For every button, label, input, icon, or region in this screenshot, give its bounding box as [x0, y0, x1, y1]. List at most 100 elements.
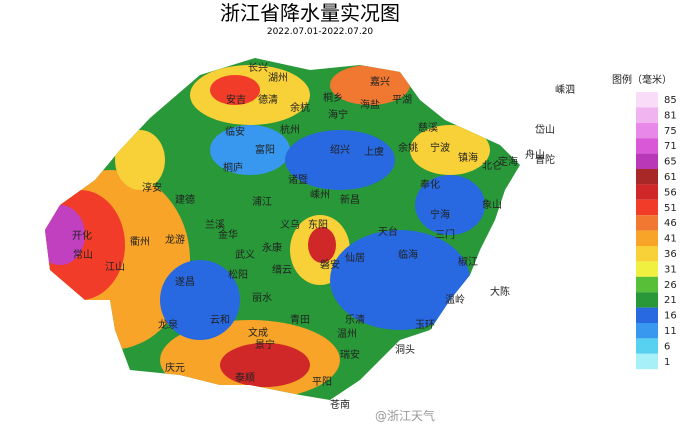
place-label: 衢州 [130, 236, 150, 248]
place-label: 龙游 [165, 233, 185, 246]
place-label: 椒江 [458, 255, 478, 268]
place-label: 镇海 [458, 151, 478, 164]
place-label: 临安 [225, 125, 245, 138]
place-label: 瑞安 [340, 348, 360, 361]
legend-label: 46 [664, 218, 677, 229]
legend-label: 61 [664, 172, 677, 183]
place-label: 淳安 [142, 181, 162, 194]
place-label: 建德 [175, 193, 195, 206]
place-label: 岱山 [535, 123, 555, 136]
place-label: 诸暨 [288, 174, 308, 186]
place-label: 临海 [398, 248, 418, 261]
place-label: 桐庐 [223, 161, 243, 174]
place-label: 舟山 [525, 148, 545, 161]
legend-label: 6 [664, 341, 670, 352]
legend-swatch [636, 246, 658, 262]
legend-swatch [636, 138, 658, 154]
legend-label: 41 [664, 234, 677, 245]
legend-label: 75 [664, 126, 677, 137]
place-label: 缙云 [272, 263, 292, 276]
legend-title: 图例（毫米） [612, 73, 672, 86]
legend-swatch [636, 199, 658, 216]
legend-swatch [636, 261, 658, 277]
place-label: 杭州 [280, 123, 300, 136]
legend-label: 71 [664, 141, 677, 152]
title: 浙江省降水量实况图 [220, 1, 400, 25]
place-label: 文成 [248, 326, 268, 339]
place-label: 湖州 [268, 72, 288, 84]
legend-label: 26 [664, 280, 677, 291]
legend-swatch [636, 169, 658, 185]
place-label: 平阳 [312, 376, 332, 388]
place-label: 江山 [105, 261, 125, 273]
place-label: 海盐 [360, 98, 380, 111]
place-label: 东阳 [308, 218, 328, 231]
subtitle: 2022.07.01-2022.07.20 [267, 27, 374, 37]
place-label: 富阳 [255, 143, 275, 156]
place-label: 苍南 [330, 398, 350, 411]
legend-label: 56 [664, 187, 677, 198]
place-label: 平湖 [392, 94, 412, 106]
place-label: 遂昌 [175, 275, 195, 288]
legend-label: 31 [664, 264, 677, 275]
place-label: 三门 [435, 228, 455, 241]
place-label: 义乌 [280, 218, 300, 231]
place-label: 金华 [218, 228, 238, 241]
legend-swatch [636, 292, 658, 308]
legend-label: 51 [664, 203, 677, 214]
legend-label: 65 [664, 157, 677, 168]
legend-label: 11 [664, 326, 677, 337]
place-label: 嵊泗 [555, 83, 575, 96]
place-label: 长兴 [248, 62, 268, 74]
place-label: 定海 [498, 155, 518, 168]
place-label: 德清 [258, 93, 278, 106]
place-label: 余姚 [398, 141, 418, 154]
place-label: 绍兴 [330, 143, 350, 156]
place-label: 常山 [73, 248, 93, 261]
place-label: 庆元 [165, 361, 185, 374]
place-label: 大陈 [490, 285, 510, 298]
place-label: 开化 [72, 229, 92, 242]
place-label: 温岭 [445, 293, 465, 306]
legend-swatch [636, 353, 658, 370]
place-label: 乐清 [345, 313, 365, 326]
place-label: 磐安 [320, 258, 340, 271]
place-label: 嘉兴 [370, 75, 390, 88]
legend-swatch [636, 215, 658, 231]
legend-label: 16 [664, 311, 677, 322]
legend-label: 36 [664, 249, 677, 260]
place-label: 上虞 [364, 145, 384, 158]
legend-label: 21 [664, 295, 677, 306]
place-label: 永康 [262, 241, 282, 254]
legend-swatch [636, 230, 658, 246]
legend-label: 1 [664, 357, 670, 368]
watermark: @浙江天气 [375, 408, 435, 423]
place-label: 青田 [290, 313, 310, 326]
legend-swatch [636, 107, 658, 123]
place-label: 洞头 [395, 344, 415, 356]
place-label: 武义 [235, 248, 255, 261]
place-label: 安吉 [226, 93, 246, 106]
legend-swatch [636, 92, 658, 108]
place-label: 北仑 [482, 159, 502, 172]
legend-swatch [636, 338, 658, 354]
place-label: 嵊州 [310, 188, 330, 201]
place-label: 奉化 [420, 178, 440, 191]
place-label: 玉环 [415, 320, 435, 331]
place-label: 兰溪 [205, 218, 225, 231]
place-label: 象山 [482, 199, 502, 211]
legend-label: 85 [664, 95, 677, 106]
place-label: 宁波 [430, 141, 450, 154]
place-label: 松阳 [228, 268, 248, 281]
place-label: 云和 [210, 314, 230, 326]
place-label: 余杭 [290, 101, 310, 114]
place-label: 新昌 [340, 193, 360, 206]
legend-swatch [636, 323, 658, 339]
place-label: 浦江 [252, 195, 272, 208]
place-label: 桐乡 [323, 91, 343, 104]
place-label: 宁海 [430, 208, 450, 221]
place-label: 天台 [378, 225, 398, 238]
legend-swatch [636, 122, 658, 139]
legend-swatch [636, 307, 658, 323]
